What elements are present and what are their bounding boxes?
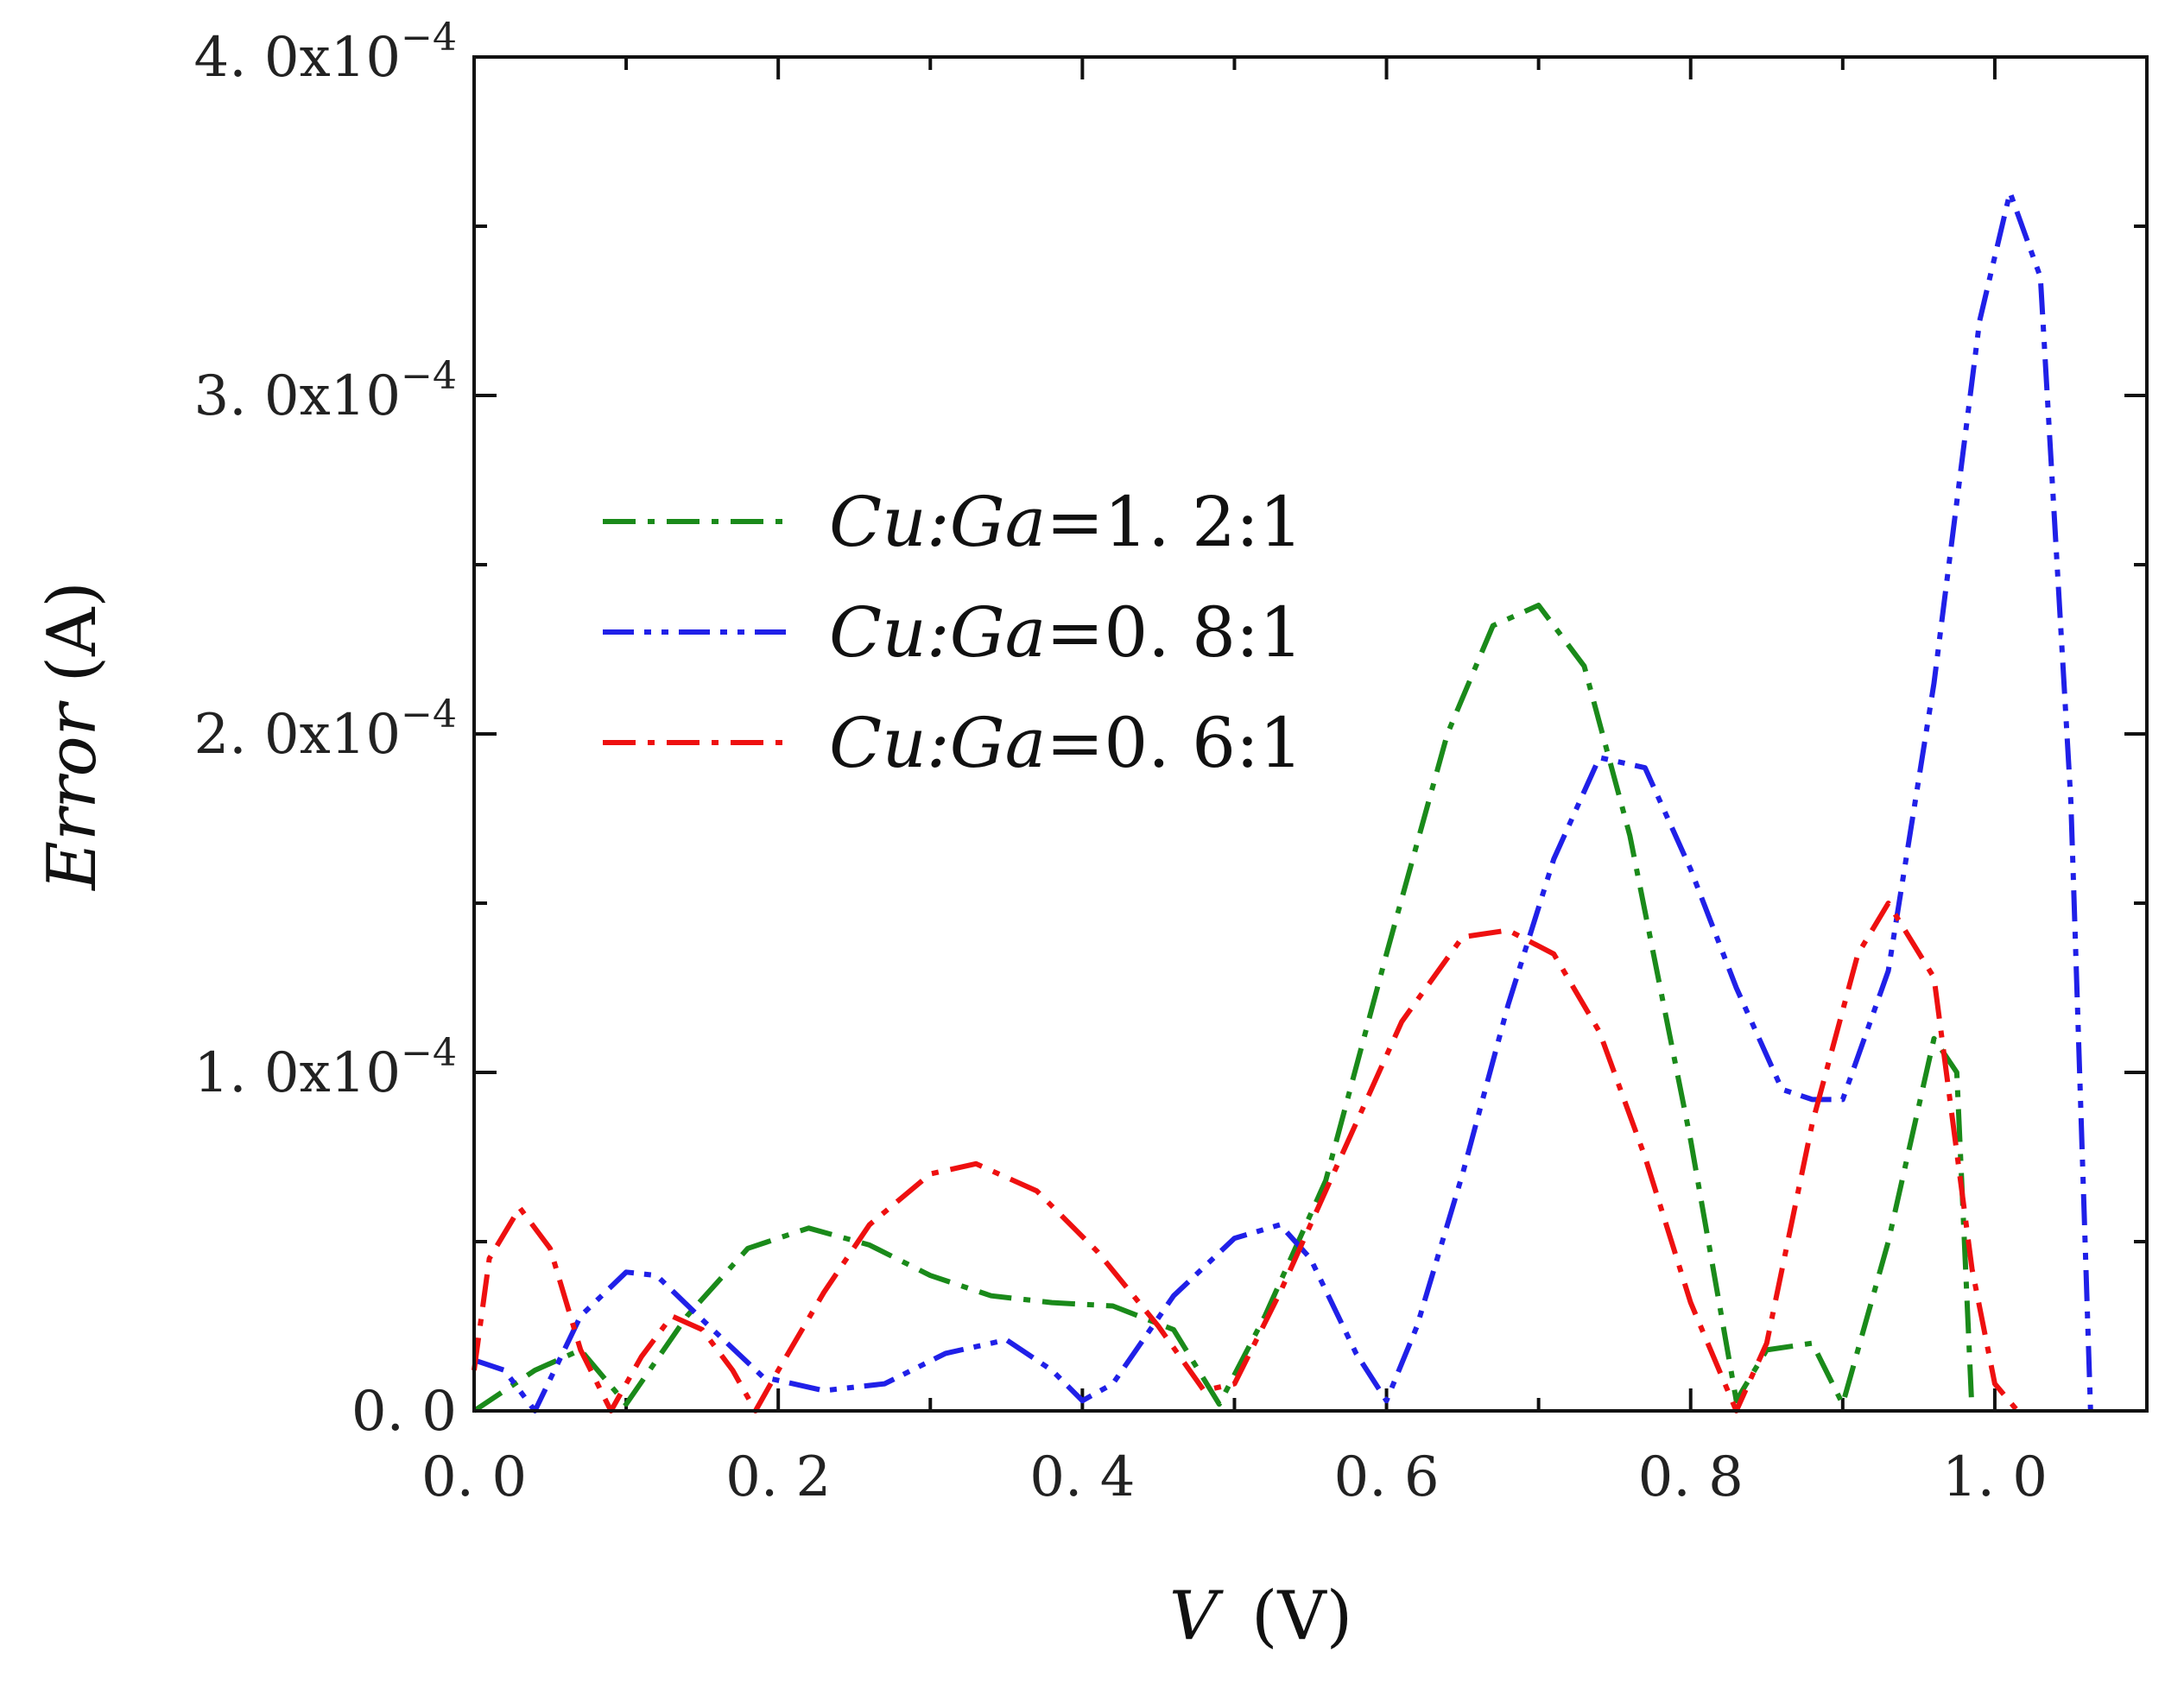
x-tick-label: 0. 4 xyxy=(1029,1445,1135,1509)
legend-label: Cu:Ga=0. 8:1 xyxy=(829,592,1303,673)
y-axis-title-unit: (A) xyxy=(34,581,111,682)
y-tick-label: 2. 0x10−4 xyxy=(193,692,457,767)
series-line-3 xyxy=(472,901,2020,1413)
x-tick-label: 0. 2 xyxy=(725,1445,831,1509)
y-tick-label: 4. 0x10−4 xyxy=(193,16,457,90)
y-tick-label: 1. 0x10−4 xyxy=(193,1031,457,1105)
y-axis-title-var: Error xyxy=(34,699,111,891)
svg-text:V (V): V (V) xyxy=(1169,1578,1352,1655)
x-tick-label: 0. 0 xyxy=(421,1445,527,1509)
x-tick-label: 0. 8 xyxy=(1638,1445,1744,1509)
tick-labels: 0. 0 0. 2 0. 4 0. 6 0. 8 1. 0 0. 0 1. 0x10−4 2. … xyxy=(193,16,2048,1509)
y-tick-label: 0. 0 xyxy=(351,1380,457,1444)
svg-text:Error (A): Error (A) xyxy=(34,581,111,892)
legend-label: Cu:Ga=1. 2:1 xyxy=(829,482,1303,562)
legend-label: Cu:Ga=0. 6:1 xyxy=(829,703,1303,783)
x-tick-label: 1. 0 xyxy=(1942,1445,2048,1509)
x-axis-title: V (V) xyxy=(1169,1578,1352,1655)
y-axis-title: Error (A) xyxy=(34,581,111,892)
legend-entry-3: Cu:Ga=0. 6:1 xyxy=(603,703,1303,783)
series-line-1 xyxy=(472,603,1975,1413)
series-lines xyxy=(472,189,2093,1413)
legend-entry-1: Cu:Ga=1. 2:1 xyxy=(603,482,1303,562)
x-tick-label: 0. 6 xyxy=(1333,1445,1439,1509)
legend-entry-2: Cu:Ga=0. 8:1 xyxy=(603,592,1303,673)
x-axis-title-unit: (V) xyxy=(1251,1578,1352,1655)
series-line-2 xyxy=(473,189,2093,1413)
legend: Cu:Ga=1. 2:1 Cu:Ga=0. 8:1 Cu:Ga=0. 6:1 xyxy=(603,482,1303,783)
y-tick-label: 3. 0x10−4 xyxy=(193,354,457,428)
plot-frame xyxy=(472,55,2149,1413)
x-axis-title-var: V xyxy=(1169,1578,1224,1655)
